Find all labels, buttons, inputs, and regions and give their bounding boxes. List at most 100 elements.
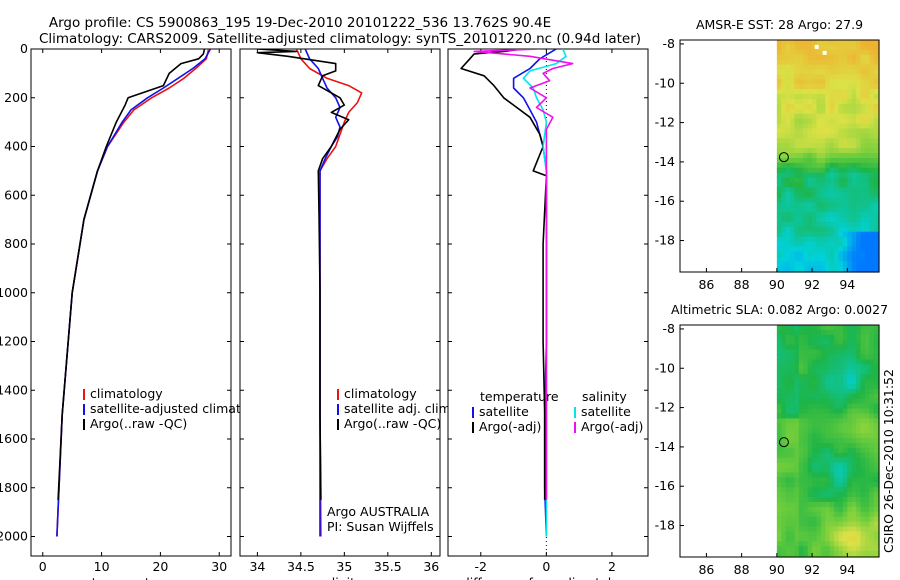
heatmap-cell — [834, 113, 840, 120]
heatmap-cell — [873, 226, 879, 233]
heatmap-cell — [820, 167, 826, 174]
heatmap-cell — [776, 383, 782, 390]
heatmap-cell — [798, 487, 804, 493]
heatmap-cell — [776, 516, 782, 523]
heatmap-cell — [864, 408, 870, 415]
heatmap-cell — [776, 226, 782, 233]
heatmap-cell — [873, 192, 879, 198]
heatmap-cell — [864, 103, 870, 110]
heatmap-cell — [798, 79, 804, 85]
heatmap-cell — [829, 501, 835, 508]
sla-map-ytick-label: -8 — [663, 321, 676, 336]
heatmap-cell — [842, 40, 848, 46]
heatmap-cell — [820, 212, 826, 218]
heatmap-cell — [794, 546, 800, 552]
heatmap-cell — [856, 516, 862, 523]
heatmap-cell — [842, 428, 848, 434]
heatmap-cell — [825, 79, 831, 85]
heatmap-cell — [781, 133, 787, 139]
heatmap-cell — [816, 138, 822, 144]
heatmap-cell — [825, 413, 831, 419]
heatmap-cell — [829, 221, 835, 228]
heatmap-cell — [842, 452, 848, 459]
heatmap-cell — [803, 59, 809, 66]
heatmap-cell — [834, 467, 840, 474]
heatmap-cell — [807, 69, 813, 76]
heatmap-cell — [825, 551, 831, 557]
heatmap-cell — [816, 74, 822, 80]
heatmap-cell — [869, 187, 875, 193]
heatmap-cell — [803, 98, 809, 105]
heatmap-cell — [838, 423, 844, 429]
heatmap-cell — [851, 467, 857, 474]
heatmap-cell — [803, 202, 809, 208]
heatmap-cell — [851, 153, 857, 159]
heatmap-cell — [820, 497, 826, 503]
heatmap-cell — [776, 423, 782, 429]
heatmap-cell — [851, 138, 857, 144]
heatmap-cell — [798, 251, 804, 257]
heatmap-cell — [825, 408, 831, 415]
heatmap-cell — [776, 339, 782, 346]
heatmap-cell — [807, 118, 813, 125]
heatmap-cell — [825, 359, 831, 365]
heatmap-cell — [869, 457, 875, 464]
heatmap-cell — [781, 541, 787, 547]
heatmap-cell — [860, 516, 866, 523]
heatmap-cell — [785, 177, 791, 184]
heatmap-cell — [873, 506, 879, 513]
heatmap-cell — [820, 148, 826, 154]
heatmap-cell — [803, 123, 809, 130]
series-line-argo-raw-qc- — [57, 49, 206, 500]
heatmap-cell — [856, 118, 862, 125]
heatmap-cell — [776, 54, 782, 61]
heatmap-cell — [803, 113, 809, 120]
heatmap-cell — [781, 177, 787, 184]
heatmap-cell — [856, 383, 862, 390]
heatmap-cell — [798, 536, 804, 542]
heatmap-cell — [851, 472, 857, 478]
heatmap-cell — [803, 398, 809, 405]
heatmap-cell — [838, 202, 844, 208]
heatmap-cell — [869, 462, 875, 469]
heatmap-cell — [812, 442, 818, 449]
heatmap-cell — [785, 531, 791, 537]
heatmap-cell — [829, 369, 835, 375]
heatmap-cell — [873, 59, 879, 66]
heatmap-cell — [803, 349, 809, 356]
heatmap-cell — [829, 521, 835, 528]
heatmap-cell — [807, 551, 813, 557]
heatmap-cell — [803, 74, 809, 80]
heatmap-cell — [829, 536, 835, 542]
heatmap-cell — [807, 216, 813, 223]
heatmap-cell — [851, 452, 857, 459]
heatmap-cell — [860, 383, 866, 390]
heatmap-cell — [781, 492, 787, 498]
heatmap-cell — [825, 202, 831, 208]
heatmap-cell — [869, 54, 875, 61]
heatmap-cell — [798, 84, 804, 90]
sla-map-axes-frame — [679, 324, 880, 558]
heatmap-cell — [820, 526, 826, 533]
heatmap-cell — [785, 182, 791, 189]
heatmap-cell — [829, 442, 835, 449]
heatmap-cell — [790, 457, 796, 464]
heatmap-cell — [812, 246, 818, 252]
heatmap-cell — [869, 487, 875, 493]
heatmap-cell — [834, 541, 840, 547]
heatmap-cell — [790, 359, 796, 365]
heatmap-cell — [842, 138, 848, 144]
heatmap-cell — [829, 197, 835, 203]
heatmap-cell — [873, 433, 879, 439]
heatmap-cell — [860, 84, 866, 90]
heatmap-cell — [851, 536, 857, 542]
heatmap-cell — [834, 187, 840, 193]
heatmap-cell — [847, 143, 853, 149]
heatmap-cell — [825, 388, 831, 395]
heatmap-cell — [864, 433, 870, 439]
heatmap-cell — [794, 79, 800, 85]
heatmap-cell — [856, 447, 862, 454]
heatmap-cell — [790, 526, 796, 533]
temperature-xtick-label: 10 — [94, 559, 110, 574]
heatmap-cell — [856, 212, 862, 218]
